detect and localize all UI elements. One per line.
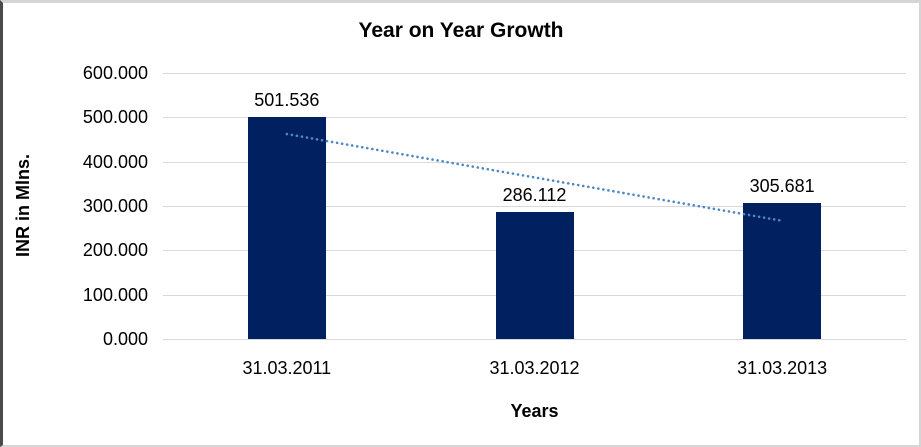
bar[interactable] bbox=[743, 203, 822, 339]
x-axis-ticks: 31.03.2011 31.03.2012 31.03.2013 bbox=[163, 358, 906, 382]
y-tick-label: 100.000 bbox=[82, 284, 148, 305]
bar[interactable] bbox=[495, 212, 574, 339]
y-tick-label: 0.000 bbox=[102, 329, 148, 349]
y-tick-label: 200.000 bbox=[82, 240, 148, 261]
y-axis-ticks: 600.000 500.000 400.000 300.000 200.000 100.0… bbox=[3, 63, 148, 349]
trendline[interactable] bbox=[163, 73, 906, 339]
y-tick-label: 300.000 bbox=[82, 196, 148, 216]
gridline bbox=[163, 206, 906, 207]
y-tick-label: 600.000 bbox=[82, 63, 148, 83]
bar[interactable] bbox=[247, 116, 326, 339]
plot-area[interactable]: 501.536 286.112 305.681 bbox=[163, 73, 906, 340]
bar-data-label: 305.681 bbox=[749, 176, 815, 197]
x-tick-label: 31.03.2011 bbox=[242, 358, 332, 378]
bar-data-label: 286.112 bbox=[502, 185, 567, 206]
y-tick-label: 400.000 bbox=[82, 151, 148, 172]
gridline bbox=[163, 73, 906, 74]
y-tick-label: 500.000 bbox=[82, 107, 148, 128]
bar-data-label: 501.536 bbox=[254, 89, 320, 110]
x-tick-label: 31.03.2013 bbox=[737, 358, 828, 378]
gridline bbox=[163, 161, 906, 163]
gridline bbox=[163, 339, 906, 340]
chart-title: Year on Year Growth bbox=[358, 19, 564, 42]
gridline bbox=[163, 117, 906, 119]
x-tick-label: 31.03.2012 bbox=[489, 358, 580, 378]
x-axis-title: Years bbox=[510, 401, 559, 421]
